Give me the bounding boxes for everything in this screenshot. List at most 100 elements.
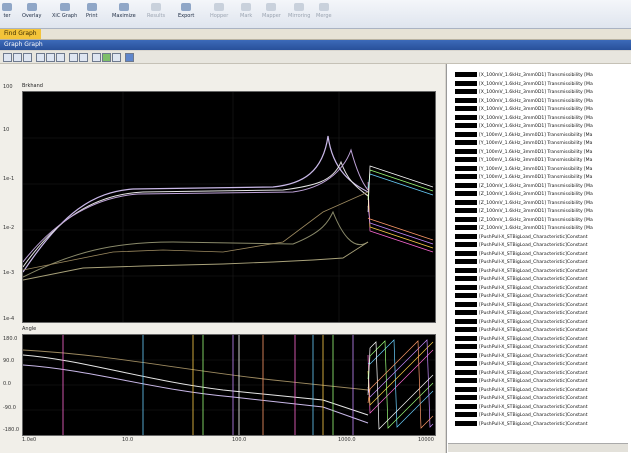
- legend-item[interactable]: [Z_100mV_1.6kHz_3mm0D1] Transmissibility…: [455, 191, 631, 198]
- legend-swatch: [455, 403, 477, 409]
- ribbon-button-icon: [266, 3, 277, 11]
- ribbon-button-8[interactable]: Mark: [240, 2, 252, 26]
- legend-item[interactable]: [Z_100mV_1.6kHz_3mm0D1] Transmissibility…: [455, 199, 631, 207]
- copy-tool-icon[interactable]: [69, 53, 78, 62]
- legend-item[interactable]: [X_100mV_1.6kHz_3mm0D1] Transmissibility…: [455, 80, 631, 88]
- legend-item[interactable]: [PushPull-X_STBigLoad_Characteristic]Con…: [455, 361, 631, 368]
- grid-tool-icon[interactable]: [46, 53, 55, 62]
- legend-item[interactable]: [Z_100mV_1.6kHz_3mm0D1] Transmissibility…: [455, 216, 631, 224]
- ribbon-button-0[interactable]: ter: [2, 2, 12, 26]
- legend-item[interactable]: [Y_100mV_1.6kHz_3mm0D1] Transmissibility…: [455, 140, 631, 147]
- legend-label: [PushPull-X_STBigLoad_Characteristic]Con…: [479, 294, 588, 299]
- legend-label: [PushPull-X_STBigLoad_Characteristic]Con…: [479, 268, 588, 274]
- legend-swatch: [455, 123, 477, 128]
- legend-item[interactable]: [PushPull-X_STBigLoad_Characteristic]Con…: [455, 420, 631, 428]
- legend-item[interactable]: [PushPull-X_STBigLoad_Characteristic]Con…: [455, 352, 631, 360]
- legend-item[interactable]: [PushPull-X_STBigLoad_Characteristic]Con…: [455, 378, 631, 385]
- paste-tool-icon[interactable]: [79, 53, 88, 62]
- legend-item[interactable]: [PushPull-X_STBigLoad_Characteristic]Con…: [455, 267, 631, 275]
- legend-item[interactable]: [Z_100mV_1.6kHz_3mm0D1] Transmissibility…: [455, 208, 631, 215]
- ribbon-button-6[interactable]: Export: [178, 2, 194, 26]
- zoom-tool-icon[interactable]: [13, 53, 22, 62]
- legend-label: [Z_100mV_1.6kHz_3mm0D1] Transmissibility…: [479, 217, 593, 223]
- legend-item[interactable]: [PushPull-X_STBigLoad_Characteristic]Con…: [455, 403, 631, 411]
- legend-item[interactable]: [PushPull-X_STBigLoad_Characteristic]Con…: [455, 395, 631, 402]
- table-tool-icon[interactable]: [56, 53, 65, 62]
- legend-label: [X_100mV_1.6kHz_3mm0D1] Transmissibility…: [479, 90, 593, 95]
- legend-item[interactable]: [Y_100mV_1.6kHz_3mm0D1] Transmissibility…: [455, 148, 631, 156]
- settings-tool-icon[interactable]: [112, 53, 121, 62]
- trace: [367, 193, 434, 249]
- legend-item[interactable]: [Y_100mV_1.6kHz_3mm0D1] Transmissibility…: [455, 165, 631, 173]
- legend-item[interactable]: [PushPull-X_STBigLoad_Characteristic]Con…: [455, 386, 631, 394]
- legend-item[interactable]: [PushPull-X_STBigLoad_Characteristic]Con…: [455, 327, 631, 334]
- pan-tool-icon[interactable]: [23, 53, 32, 62]
- trace: [22, 135, 369, 273]
- ribbon-button-7[interactable]: Hopper: [210, 2, 228, 26]
- legend-item[interactable]: [X_100mV_1.6kHz_3mm0D1] Transmissibility…: [455, 114, 631, 122]
- help-tool-icon[interactable]: [125, 53, 134, 62]
- legend-swatch: [455, 199, 477, 205]
- ribbon-button-label: Overlay: [22, 13, 42, 19]
- legend-horizontal-scrollbar[interactable]: [448, 443, 628, 452]
- legend-label: [PushPull-X_STBigLoad_Characteristic]Con…: [479, 277, 588, 282]
- legend-item[interactable]: [X_100mV_1.6kHz_3mm0D1] Transmissibility…: [455, 89, 631, 96]
- legend-item[interactable]: [Y_100mV_1.6kHz_3mm0D1] Transmissibility…: [455, 174, 631, 181]
- legend-swatch: [455, 97, 477, 103]
- magnitude-plot[interactable]: [22, 91, 436, 323]
- legend-swatch: [455, 225, 477, 230]
- legend-swatch: [455, 378, 477, 383]
- arrow-tool-icon[interactable]: [92, 53, 101, 62]
- ribbon-button-5[interactable]: Results: [147, 2, 165, 26]
- ribbon-button-1[interactable]: Overlay: [22, 2, 41, 26]
- legend-item[interactable]: [Y_100mV_1.6kHz_3mm0D1] Transmissibility…: [455, 157, 631, 164]
- legend-item[interactable]: [PushPull-X_STBigLoad_Characteristic]Con…: [455, 301, 631, 309]
- legend-item[interactable]: [PushPull-X_STBigLoad_Characteristic]Con…: [455, 233, 631, 241]
- ribbon-button-2[interactable]: XiC Graph: [52, 2, 77, 26]
- ribbon-button-4[interactable]: Maximize: [112, 2, 136, 26]
- legend-item[interactable]: [PushPull-X_STBigLoad_Characteristic]Con…: [455, 318, 631, 326]
- legend-item[interactable]: [PushPull-X_STBigLoad_Characteristic]Con…: [455, 259, 631, 266]
- legend-label: [Z_100mV_1.6kHz_3mm0D1] Transmissibility…: [479, 192, 593, 197]
- legend-item[interactable]: [PushPull-X_STBigLoad_Characteristic]Con…: [455, 369, 631, 377]
- legend-item[interactable]: [PushPull-X_STBigLoad_Characteristic]Con…: [455, 242, 631, 249]
- legend-item[interactable]: [PushPull-X_STBigLoad_Characteristic]Con…: [455, 335, 631, 343]
- legend-label: [Y_100mV_1.6kHz_3mm0D1] Transmissibility…: [479, 166, 593, 172]
- ribbon-button-11[interactable]: Merge: [316, 2, 332, 26]
- phase-plot[interactable]: [22, 334, 436, 436]
- legend-item[interactable]: [X_100mV_1.6kHz_3mm0D1] Transmissibility…: [455, 106, 631, 113]
- legend-item[interactable]: [PushPull-X_STBigLoad_Characteristic]Con…: [455, 293, 631, 300]
- legend-item[interactable]: [Z_100mV_1.6kHz_3mm0D1] Transmissibility…: [455, 182, 631, 190]
- legend-item[interactable]: [PushPull-X_STBigLoad_Characteristic]Con…: [455, 344, 631, 351]
- legend-swatch: [455, 148, 477, 154]
- legend-label: [Z_100mV_1.6kHz_3mm0D1] Transmissibility…: [479, 183, 593, 189]
- ribbon-button-icon: [59, 3, 70, 11]
- legend-item[interactable]: [PushPull-X_STBigLoad_Characteristic]Con…: [455, 284, 631, 292]
- legend-swatch: [455, 80, 477, 86]
- legend-item[interactable]: [Z_100mV_1.6kHz_3mm0D1] Transmissibility…: [455, 225, 631, 232]
- ribbon-button-icon: [214, 3, 225, 11]
- legend-swatch: [455, 386, 477, 392]
- legend-label: [X_100mV_1.6kHz_3mm0D1] Transmissibility…: [479, 98, 593, 104]
- tab-graph[interactable]: Find Graph: [0, 29, 41, 39]
- cursor-tool-icon[interactable]: [36, 53, 45, 62]
- ribbon-button-label: Print: [86, 13, 98, 19]
- legend-item[interactable]: [PushPull-X_STBigLoad_Characteristic]Con…: [455, 310, 631, 317]
- legend-swatch: [455, 157, 477, 162]
- select-tool-icon[interactable]: [3, 53, 12, 62]
- legend-label: [PushPull-X_STBigLoad_Characteristic]Con…: [479, 404, 588, 410]
- legend-item[interactable]: [PushPull-X_STBigLoad_Characteristic]Con…: [455, 412, 631, 419]
- legend-item[interactable]: [X_100mV_1.6kHz_3mm0D1] Transmissibility…: [455, 72, 631, 79]
- legend-item[interactable]: [PushPull-X_STBigLoad_Characteristic]Con…: [455, 276, 631, 283]
- trace: [22, 241, 369, 281]
- legend-item[interactable]: [PushPull-X_STBigLoad_Characteristic]Con…: [455, 250, 631, 258]
- legend-item[interactable]: [X_100mV_1.6kHz_3mm0D1] Transmissibility…: [455, 97, 631, 105]
- ribbon-button-10[interactable]: Mirroring: [288, 2, 310, 26]
- legend-item[interactable]: [X_100mV_1.6kHz_3mm0D1] Transmissibility…: [455, 123, 631, 130]
- legend-item[interactable]: [Y_100mV_1.6kHz_3mm0D1] Transmissibility…: [455, 131, 631, 139]
- export-tool-icon[interactable]: [102, 53, 111, 62]
- trace: [367, 339, 434, 428]
- ribbon-button-3[interactable]: Print: [86, 2, 98, 26]
- legend-swatch: [455, 72, 477, 77]
- ribbon-button-9[interactable]: Mapper: [262, 2, 281, 26]
